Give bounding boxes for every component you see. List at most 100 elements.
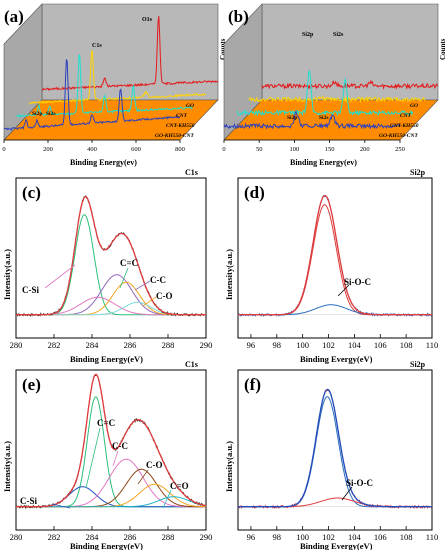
waterfall-series-go	[41, 16, 219, 91]
panel-b-x-ticks: 0 50 100 150 200 250	[222, 140, 405, 153]
panel-f-x-ticks: 96 98 100 102 104 106 108 110	[247, 526, 438, 542]
waterfall-series-cnt	[248, 95, 426, 104]
annotation-c-eq-c: C=C	[120, 258, 138, 268]
raw-data-curve	[237, 194, 433, 318]
x-tick-label: 200	[43, 146, 53, 153]
panel-b-peak-labels: Si2p Si2s Si2p Si2s	[287, 32, 344, 121]
panel-c-frame	[15, 177, 207, 339]
panel-f: 96 98 100 102 104 106 108 110 Binding Evergy(eV…	[224, 360, 438, 550]
envelope-curve	[16, 196, 206, 316]
panel-d-title: Si2p	[410, 168, 426, 177]
x-tick-label: 286	[124, 532, 137, 542]
x-tick-label: 98	[273, 532, 282, 542]
x-tick-label: 96	[247, 340, 256, 350]
panel-b-letter: (b)	[228, 7, 249, 26]
x-tick-label: 100	[296, 340, 309, 350]
peak-label-si2s-bottom: Si2s	[319, 115, 328, 121]
x-tick-label: 600	[131, 146, 141, 153]
panel-f-annotations: Si-O-C	[341, 478, 373, 501]
panel-b-xlabel: Binding Energy(ev)	[290, 158, 357, 167]
arrow-si-o-c	[337, 284, 350, 297]
waterfall-series-cnt-kh550	[236, 69, 414, 117]
x-tick-label: 0	[2, 146, 5, 153]
panel-e-letter: (e)	[22, 375, 41, 394]
x-tick-label: 106	[374, 340, 387, 350]
raw-data-curve	[237, 388, 433, 510]
annotation-si-o-c: Si-O-C	[346, 478, 373, 488]
panel-c-xlabel: Binding Energy(eV)	[70, 354, 143, 364]
x-tick-label: 288	[162, 340, 175, 350]
series-label-go-kh550-cnt: GO-KH550-CNT	[379, 133, 418, 139]
panel-a-letter: (a)	[4, 7, 24, 26]
waterfall-series-cnt	[28, 50, 206, 105]
arrow-c-si	[44, 264, 76, 289]
series-label-cnt-kh550: CNT-KH550	[390, 123, 419, 129]
component-curve-2	[238, 497, 432, 508]
arrow-c-eq-c	[119, 267, 129, 289]
x-tick-label: 280	[10, 532, 23, 542]
envelope-curve	[16, 373, 207, 508]
envelope-curve	[238, 388, 432, 508]
panel-e-title: C1s	[185, 360, 198, 369]
annotation-c-o: C-O	[156, 291, 173, 301]
x-tick-label: 290	[200, 340, 213, 350]
panel-f-xlabel: Binding Evergy(eV)	[300, 541, 373, 550]
peak-label-c1s: C1s	[92, 43, 102, 49]
arrow-e-c	[112, 450, 119, 467]
arrow-c-c	[134, 280, 151, 291]
panel-c: 280 282 284 286 288 290 Binding Energy(eV) In…	[2, 168, 212, 364]
x-tick-label: 800	[175, 146, 185, 153]
panel-e-x-ticks: 280 282 284 286 288 290	[10, 526, 213, 542]
annotation-c-c: C-C	[150, 275, 166, 285]
annotation-si-o-c: Si-O-C	[344, 277, 371, 287]
x-tick-label: 250	[395, 146, 405, 153]
waterfall-series-go-kh550-cnt	[4, 59, 181, 131]
arrow-e-eq-o	[162, 489, 172, 509]
x-tick-label: 0	[222, 146, 225, 153]
component-curve-2	[16, 296, 206, 316]
annotation-e-eq-o: C=O	[170, 481, 189, 491]
panel-c-x-ticks: 280 282 284 286 288 290	[10, 334, 213, 350]
panel-c-title: C1s	[185, 168, 198, 177]
panel-e-annotations: C=C C-C C-O C-Si C=O	[20, 418, 189, 509]
x-tick-label: 102	[322, 340, 335, 350]
x-tick-label: 100	[290, 146, 300, 153]
arrow-e-eq-c	[85, 427, 101, 489]
arrow-si-o-c	[341, 486, 353, 501]
peak-label-si2p: Si2p	[32, 111, 42, 117]
panel-d-annotations: Si-O-C	[337, 277, 371, 297]
panel-c-fit-curves	[15, 195, 207, 317]
annotation-e-si: C-Si	[20, 496, 38, 506]
panel-f-letter: (f)	[244, 375, 261, 394]
panel-d-ylabel: Intensity(a.u.)	[224, 249, 234, 300]
x-tick-label: 106	[374, 532, 387, 542]
x-tick-label: 110	[426, 532, 438, 542]
panel-e-ylabel: Intensity(a.u.)	[2, 441, 12, 492]
panel-b-spectra	[223, 69, 439, 130]
x-tick-label: 150	[325, 146, 335, 153]
x-tick-label: 110	[426, 340, 438, 350]
panel-a-zlabel: Counts	[219, 38, 227, 60]
panel-c-letter: (c)	[22, 183, 41, 202]
component-curve-4	[16, 281, 206, 316]
panel-c-ylabel: Intensity(a.u.)	[2, 249, 12, 300]
panel-a: 0 200 400 600 800 Binding Energy(ev) Counts …	[2, 3, 227, 167]
peak-label-si2p-top: Si2p	[302, 32, 314, 38]
x-tick-label: 286	[124, 340, 137, 350]
panel-e-frame	[15, 369, 207, 531]
panel-e-xlabel: Binding Energy(eV)	[70, 541, 143, 550]
arrow-e-si	[51, 503, 71, 509]
x-tick-label: 290	[200, 532, 213, 542]
x-tick-label: 288	[162, 532, 175, 542]
panel-a-x-ticks: 0 200 400 600 800	[2, 140, 185, 153]
series-label-cnt: CNT	[400, 113, 412, 119]
panel-a-spectra	[4, 16, 219, 131]
panel-e-fit-curves	[15, 373, 207, 510]
panel-a-peak-labels: C1s O1s Si2p Si2s	[32, 17, 153, 117]
peak-label-o1s: O1s	[142, 17, 153, 23]
series-label-cnt: CNT	[176, 113, 188, 119]
annotation-e-o: C-O	[146, 460, 163, 470]
series-label-go: GO	[186, 103, 194, 109]
x-tick-label: 284	[86, 340, 100, 350]
series-label-cnt-kh550: CNT-KH550	[166, 123, 195, 129]
